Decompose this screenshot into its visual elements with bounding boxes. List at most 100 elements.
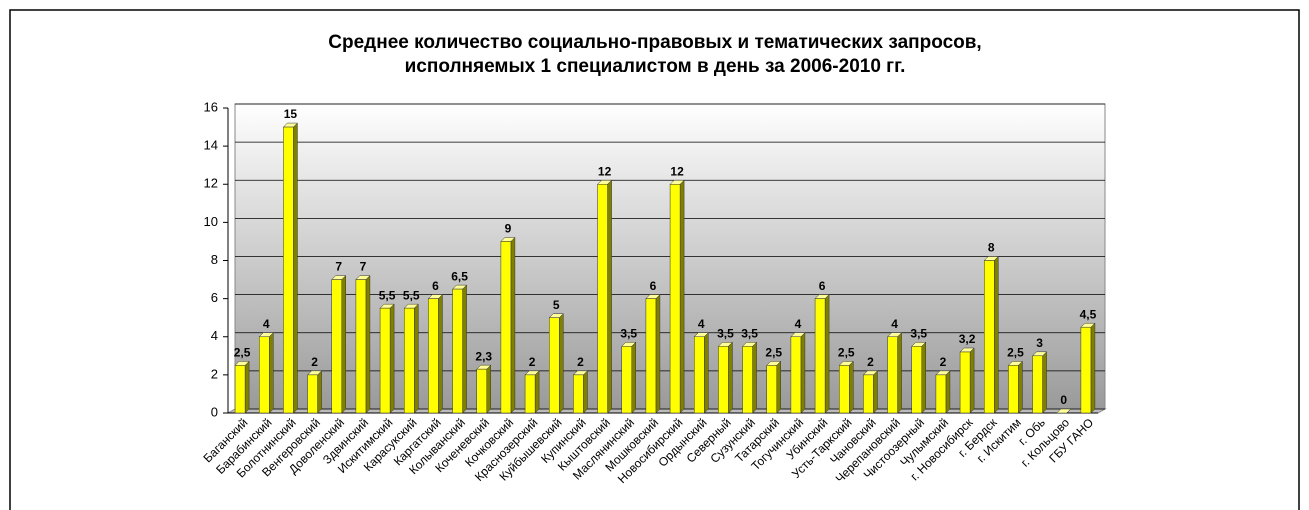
- value-label: 4: [795, 317, 802, 331]
- value-label: 0: [1060, 393, 1067, 407]
- bar: [718, 346, 729, 414]
- bar-side: [462, 284, 467, 414]
- y-tick-label: 12: [204, 176, 218, 191]
- bar-side: [800, 332, 806, 414]
- value-label: 2: [311, 355, 318, 369]
- value-label: 4,5: [1080, 307, 1097, 321]
- value-label: 6: [432, 279, 439, 293]
- bar-side: [704, 332, 709, 414]
- value-label: 3,5: [620, 326, 637, 340]
- y-tick-label: 14: [204, 138, 218, 153]
- value-label: 7: [360, 260, 367, 274]
- value-label: 2,3: [475, 349, 492, 363]
- bar-side: [1042, 351, 1047, 414]
- value-label: 4: [698, 317, 705, 331]
- value-label: 9: [505, 222, 512, 236]
- value-label: 8: [988, 241, 995, 255]
- value-label: 5,5: [379, 288, 396, 302]
- bar-side: [438, 294, 443, 414]
- bar-side: [414, 303, 419, 414]
- y-tick-label: 16: [204, 99, 218, 114]
- bar: [597, 184, 608, 414]
- bar: [911, 346, 922, 414]
- bar: [404, 307, 415, 414]
- bar: [573, 374, 584, 414]
- frame: [9, 9, 1300, 510]
- bar: [476, 368, 487, 414]
- bar: [1032, 355, 1043, 414]
- bar: [766, 365, 777, 414]
- value-label: 3,5: [910, 326, 927, 340]
- bar: [984, 260, 995, 414]
- bar-side: [534, 370, 540, 414]
- y-tick-label: 6: [211, 290, 218, 305]
- value-label: 2,5: [1007, 346, 1024, 360]
- bar: [621, 346, 632, 414]
- bar-side: [607, 179, 612, 414]
- y-tick-label: 2: [211, 366, 218, 381]
- bar: [379, 307, 391, 414]
- bar: [959, 351, 971, 414]
- bar: [863, 374, 874, 414]
- value-label: 5,5: [403, 288, 420, 302]
- value-label: 7: [335, 260, 342, 274]
- value-label: 6: [819, 279, 826, 293]
- bar: [790, 336, 802, 414]
- bar-side: [559, 313, 564, 414]
- bar: [1080, 326, 1092, 414]
- bar: [935, 374, 947, 414]
- bar: [234, 365, 246, 414]
- bar-top: [1056, 408, 1072, 414]
- chart-title: Среднее количество социально-правовых и …: [328, 32, 981, 53]
- bar: [500, 241, 512, 414]
- value-label: 12: [598, 164, 612, 178]
- chart-title: исполняемых 1 специалистом в день за 200…: [405, 56, 906, 77]
- value-label: 2: [867, 355, 874, 369]
- y-tick-label: 8: [211, 252, 218, 267]
- bar: [549, 317, 560, 414]
- bar-side: [631, 341, 636, 414]
- bar: [694, 336, 705, 414]
- y-tick-label: 10: [204, 214, 218, 229]
- bar: [524, 374, 536, 414]
- value-label: 2,5: [234, 346, 251, 360]
- bar-side: [776, 360, 781, 414]
- value-label: 12: [670, 164, 684, 178]
- bar-side: [655, 294, 661, 414]
- bar-side: [897, 332, 902, 414]
- bar: [428, 298, 439, 414]
- bar-side: [969, 347, 975, 414]
- bar-side: [873, 370, 878, 414]
- value-label: 3,5: [717, 326, 734, 340]
- value-label: 15: [284, 107, 298, 121]
- y-tick-label: 0: [211, 404, 218, 419]
- bar-side: [945, 370, 951, 414]
- bar-side: [269, 332, 274, 414]
- bar-side: [921, 341, 926, 414]
- value-label: 4: [891, 317, 898, 331]
- bar-side: [1018, 360, 1023, 414]
- bar: [645, 298, 657, 414]
- value-label: 2: [529, 355, 536, 369]
- bar: [355, 279, 367, 414]
- value-label: 2: [940, 355, 947, 369]
- bar-side: [486, 364, 491, 414]
- value-label: 2: [577, 355, 584, 369]
- value-label: 5: [553, 298, 560, 312]
- bar-side: [510, 236, 516, 414]
- bar-side: [317, 370, 322, 414]
- bar-side: [679, 179, 685, 414]
- value-label: 4: [263, 317, 270, 331]
- bar: [452, 288, 463, 414]
- bar: [259, 336, 270, 414]
- value-label: 6: [650, 279, 657, 293]
- bar-side: [1090, 322, 1096, 414]
- bar-side: [293, 122, 298, 414]
- value-label: 2,5: [838, 346, 855, 360]
- bar-side: [752, 341, 757, 414]
- value-label: 2,5: [765, 346, 782, 360]
- bar-side: [341, 274, 346, 414]
- bar: [331, 279, 342, 414]
- bar-side: [994, 255, 999, 414]
